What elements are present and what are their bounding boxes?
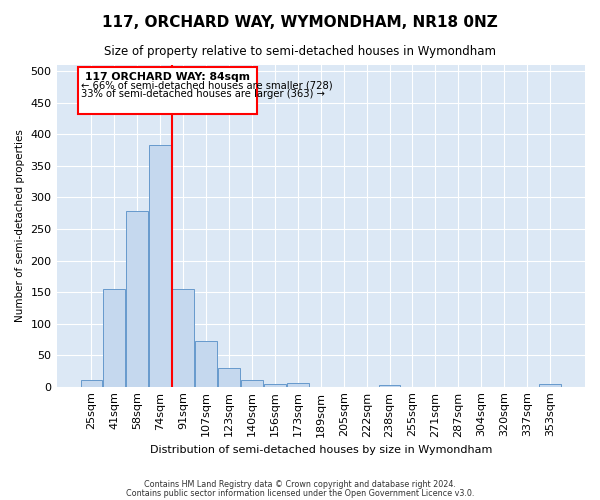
Text: 117, ORCHARD WAY, WYMONDHAM, NR18 0NZ: 117, ORCHARD WAY, WYMONDHAM, NR18 0NZ [102, 15, 498, 30]
Text: Contains HM Land Registry data © Crown copyright and database right 2024.: Contains HM Land Registry data © Crown c… [144, 480, 456, 489]
FancyBboxPatch shape [77, 67, 257, 114]
Bar [379, 385, 400, 386]
Y-axis label: Number of semi-detached properties: Number of semi-detached properties [15, 130, 25, 322]
Bar [241, 380, 263, 386]
Bar [539, 384, 561, 386]
Bar [264, 384, 286, 386]
Text: Contains public sector information licensed under the Open Government Licence v3: Contains public sector information licen… [126, 488, 474, 498]
Bar [80, 380, 103, 386]
Bar [172, 289, 194, 386]
Bar [195, 342, 217, 386]
Text: 117 ORCHARD WAY: 84sqm: 117 ORCHARD WAY: 84sqm [85, 72, 250, 82]
Text: 33% of semi-detached houses are larger (363) →: 33% of semi-detached houses are larger (… [81, 89, 325, 99]
Text: ← 66% of semi-detached houses are smaller (728): ← 66% of semi-detached houses are smalle… [81, 80, 333, 90]
X-axis label: Distribution of semi-detached houses by size in Wymondham: Distribution of semi-detached houses by … [149, 445, 492, 455]
Bar [287, 383, 309, 386]
Bar [149, 145, 171, 386]
Bar [218, 368, 240, 386]
Bar [127, 212, 148, 386]
Text: Size of property relative to semi-detached houses in Wymondham: Size of property relative to semi-detach… [104, 45, 496, 58]
Bar [103, 289, 125, 386]
